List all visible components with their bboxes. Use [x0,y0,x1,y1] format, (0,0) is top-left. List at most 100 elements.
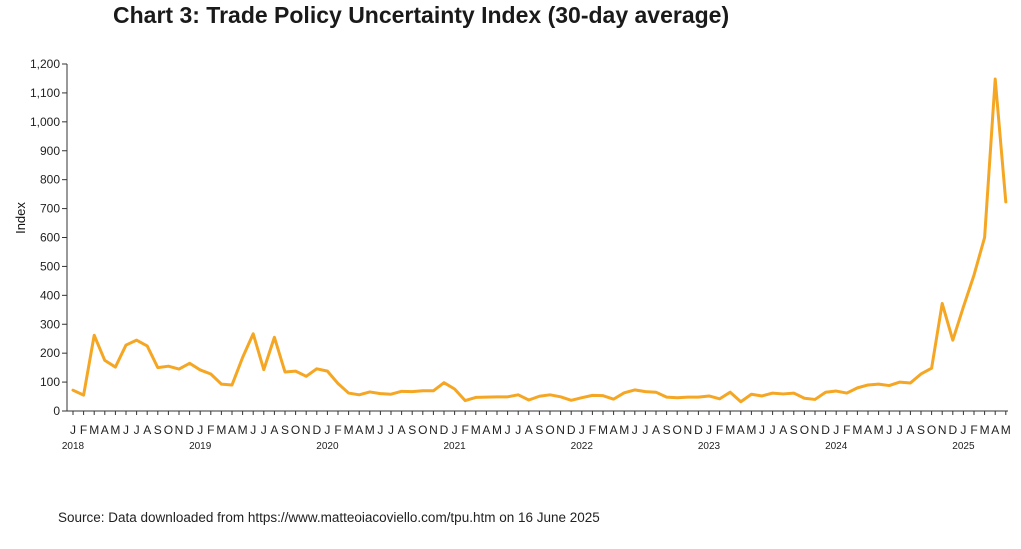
x-month-label: A [355,423,363,437]
x-month-label: M [365,423,375,437]
y-tick-label: 600 [40,231,60,245]
x-month-label: J [261,423,267,437]
x-year-label: 2025 [952,441,975,452]
x-year-label: 2019 [189,441,212,452]
x-month-label: F [80,423,87,437]
x-month-label: A [864,423,872,437]
x-month-label: A [610,423,618,437]
y-tick-label: 1,100 [30,86,60,100]
x-month-label: D [185,423,194,437]
x-month-label: M [598,423,608,437]
x-month-label: F [589,423,596,437]
x-month-label: O [291,423,300,437]
x-month-label: N [175,423,184,437]
y-tick-label: 700 [40,202,60,216]
y-tick-label: 100 [40,375,60,389]
x-month-label: N [811,423,820,437]
y-tick-label: 1,000 [30,115,60,129]
x-month-label: J [70,423,76,437]
x-year-label: 2024 [825,441,848,452]
x-month-label: A [101,423,109,437]
y-tick-label: 500 [40,259,60,273]
y-tick-label: 0 [53,404,60,418]
x-month-label: S [281,423,289,437]
series-line [71,77,1008,404]
x-month-label: N [938,423,947,437]
x-month-label: O [418,423,427,437]
x-month-label: M [746,423,756,437]
x-month-label: O [800,423,809,437]
x-month-label: D [440,423,449,437]
x-month-label: S [917,423,925,437]
x-month-label: J [250,423,256,437]
x-month-label: S [408,423,416,437]
x-year-label: 2023 [698,441,721,452]
x-month-label: N [683,423,692,437]
x-month-label: A [906,423,914,437]
x-month-label: S [663,423,671,437]
x-year-label: 2022 [571,441,594,452]
x-month-label: S [790,423,798,437]
x-month-label: N [302,423,311,437]
x-month-label: J [886,423,892,437]
x-month-label: J [134,423,140,437]
x-month-label: A [270,423,278,437]
x-month-label: M [110,423,120,437]
x-month-label: A [143,423,151,437]
x-month-label: J [197,423,203,437]
x-month-label: N [429,423,438,437]
x-month-label: A [991,423,999,437]
x-month-label: M [852,423,862,437]
x-month-label: M [238,423,248,437]
x-month-label: J [579,423,585,437]
chart-title: Chart 3: Trade Policy Uncertainty Index … [113,2,730,28]
source-note: Source: Data downloaded from https://www… [58,510,600,525]
x-month-label: O [164,423,173,437]
x-month-label: J [505,423,511,437]
x-month-label: J [388,423,394,437]
y-axis-label: Index [13,202,28,234]
x-month-label: J [706,423,712,437]
x-month-label: J [642,423,648,437]
x-month-label: D [694,423,703,437]
x-month-label: D [567,423,576,437]
x-month-label: J [377,423,383,437]
x-month-label: F [334,423,341,437]
x-month-label: J [632,423,638,437]
x-month-label: J [515,423,521,437]
x-month-label: J [833,423,839,437]
x-month-label: D [948,423,957,437]
x-month-label: F [207,423,214,437]
x-month-label: S [535,423,543,437]
x-month-label: F [970,423,977,437]
x-month-label: S [154,423,162,437]
x-month-label: A [525,423,533,437]
x-month-label: O [673,423,682,437]
x-month-label: A [779,423,787,437]
x-month-label: F [716,423,723,437]
x-year-label: 2018 [62,441,85,452]
x-month-label: O [927,423,936,437]
x-month-label: A [737,423,745,437]
x-month-label: M [874,423,884,437]
y-tick-label: 1,200 [30,57,60,71]
x-month-label: M [980,423,990,437]
x-month-label: A [398,423,406,437]
y-tick-label: 300 [40,317,60,331]
x-month-label: J [759,423,765,437]
x-month-label: F [462,423,469,437]
x-month-label: J [452,423,458,437]
x-month-label: M [89,423,99,437]
y-axis: 0 100 200 300 400 500 600 700 800 900 1,000 1,100 1,… [30,57,68,418]
x-month-label: J [897,423,903,437]
y-tick-label: 900 [40,144,60,158]
x-month-label: J [960,423,966,437]
y-tick-label: 800 [40,173,60,187]
x-month-label: M [1001,423,1011,437]
x-month-label: A [228,423,236,437]
x-month-label: M [216,423,226,437]
series-layer [71,77,1008,404]
x-month-label: D [821,423,830,437]
